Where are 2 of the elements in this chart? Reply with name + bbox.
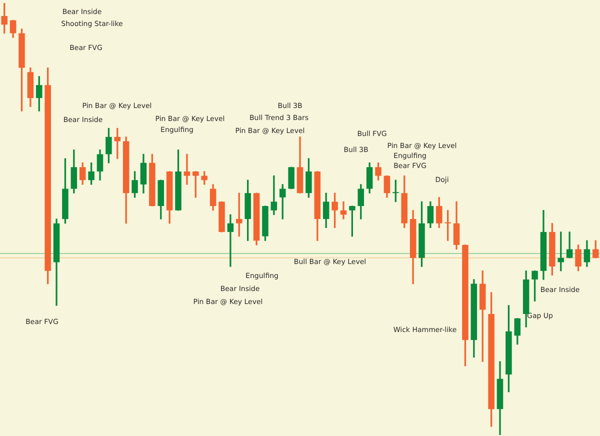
- candlestick: [227, 214, 234, 267]
- candlestick: [184, 154, 190, 185]
